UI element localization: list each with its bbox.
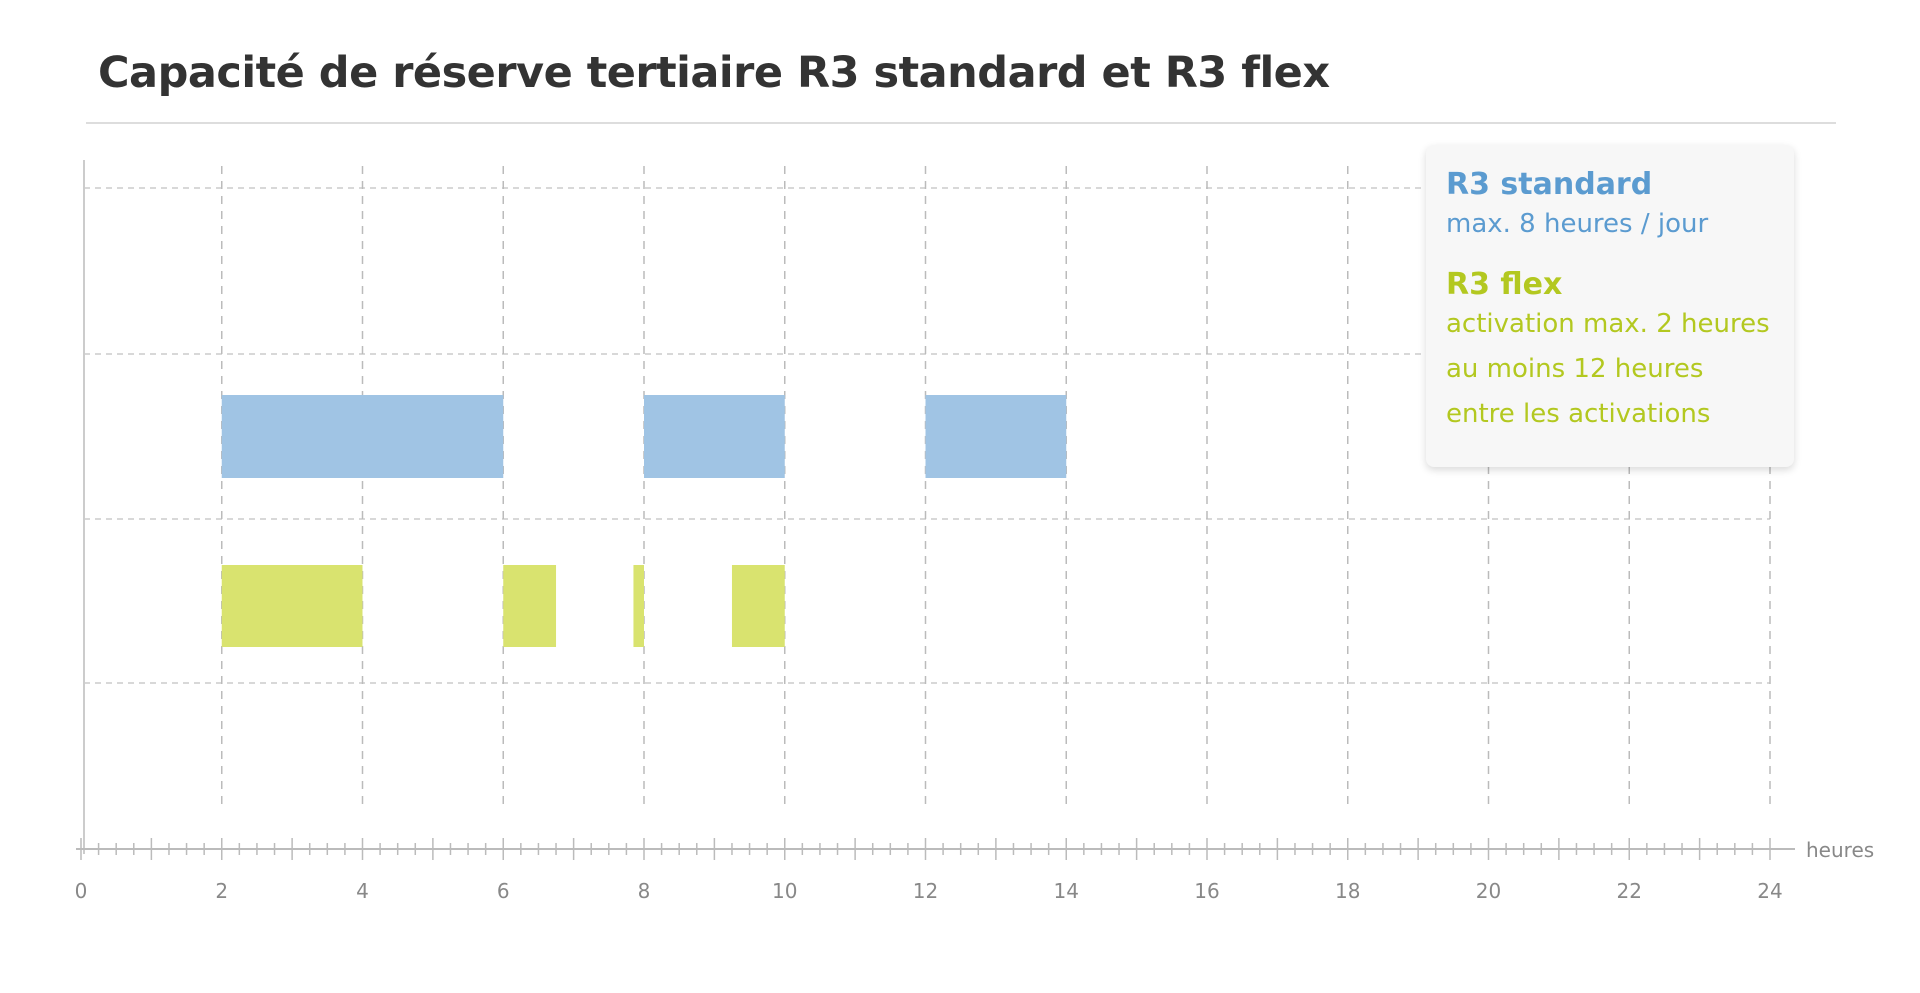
x-tick-label: 24 [1757,879,1782,903]
x-tick-label: 10 [772,879,797,903]
legend-standard-desc: max. 8 heures / jour [1446,209,1709,239]
bar-r3-flex [221,565,363,647]
legend-flex-desc-3: entre les activations [1446,399,1711,429]
x-tick-label: 16 [1194,879,1219,903]
x-tick-label: 14 [1054,879,1079,903]
bar-r3-flex [633,565,644,647]
bar-r3-flex [731,565,785,647]
x-tick-label: 18 [1335,879,1360,903]
chart-title: Capacité de réserve tertiaire R3 standar… [98,48,1330,98]
x-tick-label: 12 [913,879,938,903]
bar-r3-standard [925,395,1067,478]
x-tick-label: 6 [497,879,510,903]
legend: R3 standard max. 8 heures / jour R3 flex… [1426,145,1794,467]
legend-flex-desc-2: au moins 12 heures [1446,354,1704,384]
legend-flex-desc-1: activation max. 2 heures [1446,309,1770,339]
x-tick-label: 8 [638,879,651,903]
x-tick-label: 2 [215,879,228,903]
x-tick-label: 4 [356,879,369,903]
x-tick-label: 20 [1476,879,1501,903]
legend-flex-title: R3 flex [1446,267,1563,302]
x-tick-label: 0 [75,879,88,903]
bar-r3-standard [221,395,504,478]
legend-standard-title: R3 standard [1446,167,1653,202]
x-axis-label: heures [1806,838,1874,862]
bar-r3-flex [503,565,557,647]
bar-r3-standard [644,395,785,478]
title-divider [86,122,1836,124]
x-tick-label: 22 [1617,879,1642,903]
